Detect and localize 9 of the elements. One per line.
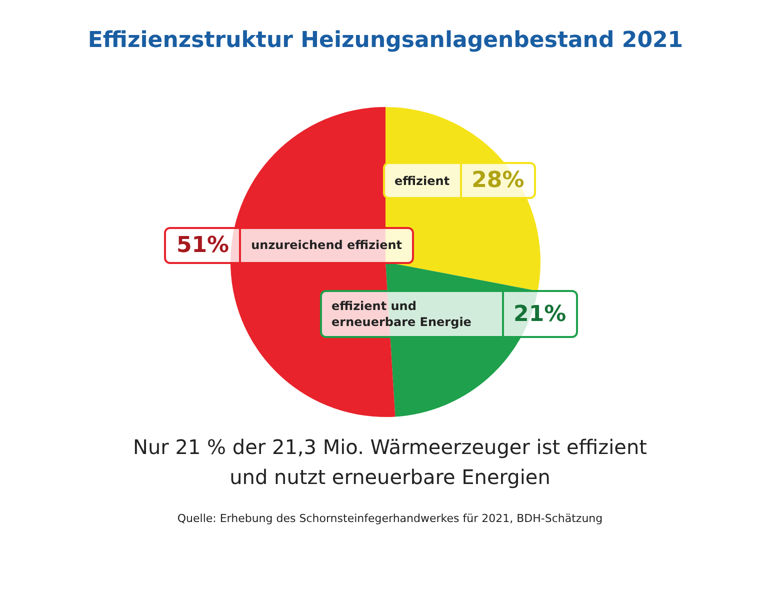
data-label: 21% — [512, 300, 568, 329]
chart-title: Effizienzstruktur Heizungsanlagenbestand 2021 — [86, 28, 684, 53]
data-label: 28% — [470, 167, 526, 196]
data-label: 51% — [166, 228, 242, 262]
source-note: Quelle: Erhebung des Schornsteinfegerhandwerkes für 2021, BDH-Schätzung — [176, 512, 604, 525]
text: Nur 21 % der 21,3 Mio. Wärmeerzeuger ist effizient und nutzt erneuerbare Energien — [132, 434, 648, 491]
slice-label: effizient — [384, 164, 462, 198]
slice-label: unzureichend effizient — [250, 237, 404, 254]
slice-label: effizient und erneuerbare Energie — [322, 292, 504, 336]
